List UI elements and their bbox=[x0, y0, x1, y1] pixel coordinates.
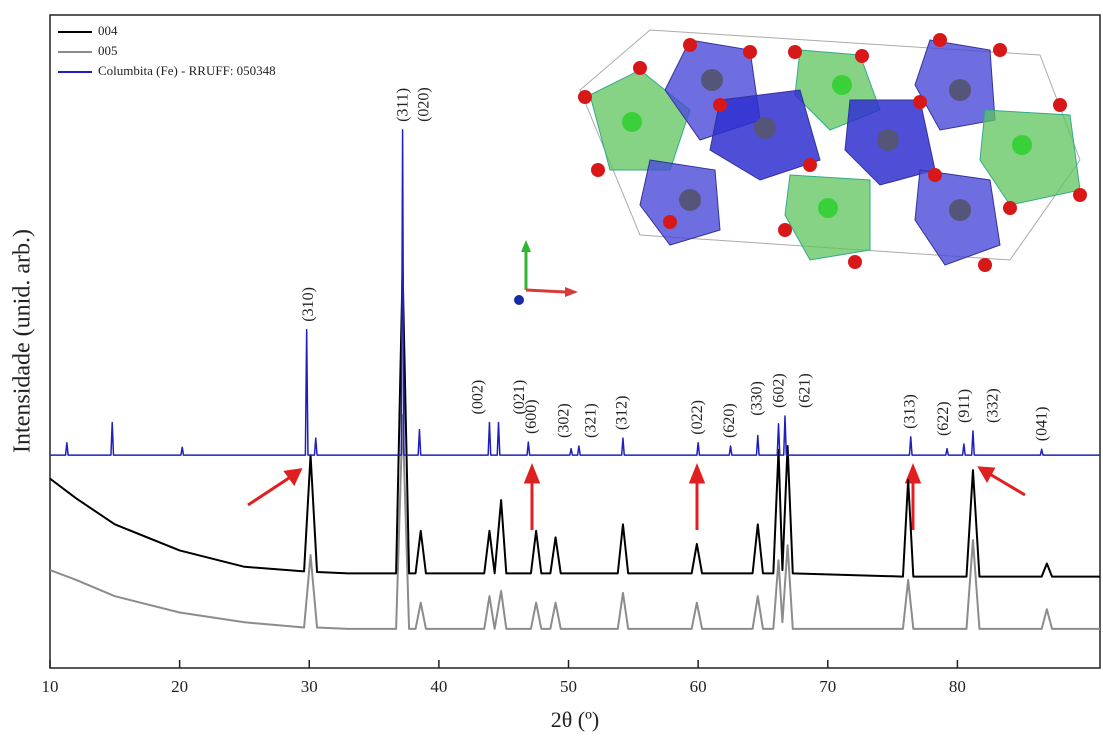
peak-label: (313) bbox=[901, 394, 918, 429]
peak-label: (911) bbox=[956, 389, 973, 423]
x-tick-label: 50 bbox=[560, 677, 577, 696]
legend-label: 004 bbox=[98, 23, 118, 38]
x-tick-label: 30 bbox=[301, 677, 318, 696]
peak-label: (321) bbox=[583, 403, 600, 438]
x-axis-label: 2θ (º) bbox=[551, 707, 600, 732]
axis-triad bbox=[514, 240, 578, 305]
legend-label: Columbita (Fe) - RRUFF: 050348 bbox=[98, 63, 276, 78]
peak-label: (332) bbox=[984, 388, 1001, 423]
peak-label: (310) bbox=[300, 287, 317, 322]
crystal-structure-inset bbox=[578, 30, 1087, 272]
peak-label: (620) bbox=[721, 403, 738, 438]
peak-label: (622) bbox=[935, 401, 952, 436]
peak-label: (330) bbox=[748, 381, 765, 416]
x-tick-label: 80 bbox=[949, 677, 966, 696]
x-tick-label: 70 bbox=[819, 677, 836, 696]
peak-label: (020) bbox=[415, 87, 432, 122]
x-tick-label: 10 bbox=[42, 677, 59, 696]
x-tick-label: 40 bbox=[430, 677, 447, 696]
peak-label: (041) bbox=[1034, 407, 1051, 442]
peak-label: (022) bbox=[689, 400, 706, 435]
series-line bbox=[50, 415, 1100, 629]
peak-label: (621) bbox=[796, 373, 813, 408]
x-tick-label: 60 bbox=[690, 677, 707, 696]
peak-label: (600) bbox=[523, 399, 540, 434]
peak-label: (302) bbox=[555, 403, 572, 438]
peak-label: (311) bbox=[395, 88, 412, 122]
peak-label: (002) bbox=[470, 380, 487, 415]
peak-label: (312) bbox=[614, 395, 631, 430]
x-tick-label: 20 bbox=[171, 677, 188, 696]
legend-label: 005 bbox=[98, 43, 118, 58]
chart: 2θ (º) Intensidade (unid. arb.) 10 20 30 40… bbox=[0, 0, 1103, 742]
peak-label: (602) bbox=[770, 373, 787, 408]
y-axis-label: Intensidade (unid. arb.) bbox=[10, 229, 36, 453]
